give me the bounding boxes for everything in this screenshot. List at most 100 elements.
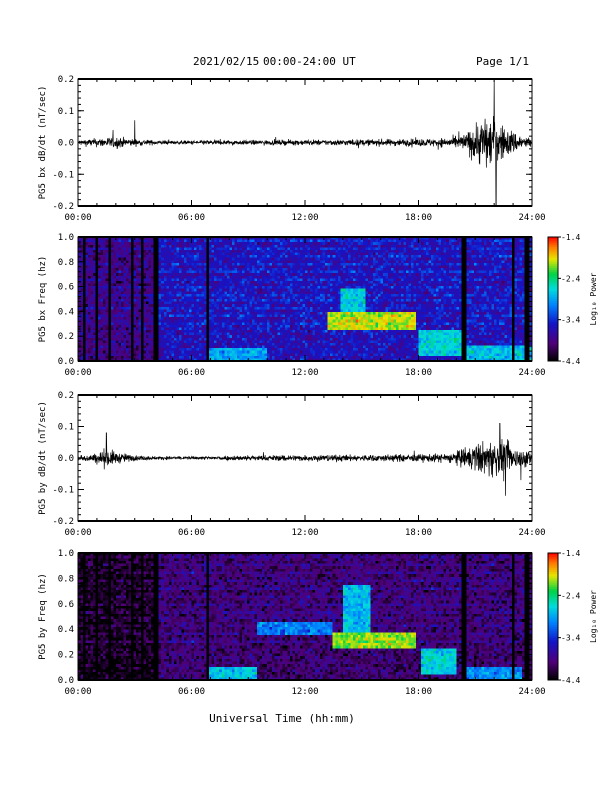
spectrogram-cell: [246, 355, 250, 359]
spectrogram-cell: [146, 288, 150, 292]
spectrogram-cell: [252, 299, 255, 302]
spectrogram-cell: [181, 257, 185, 261]
spectrogram-cell: [128, 317, 132, 321]
spectrogram-cell: [158, 237, 162, 240]
spectrogram-cell: [161, 306, 165, 310]
spectrogram-cell: [317, 306, 321, 310]
spectrogram-cell: [176, 335, 180, 339]
spectrogram-cell: [221, 299, 225, 302]
spectrogram-cell: [128, 242, 132, 246]
spectrogram-cell: [259, 283, 263, 287]
spectrogram-cell: [302, 262, 306, 266]
spectrogram-cell: [80, 273, 84, 277]
spectrogram-cell: [158, 340, 162, 344]
spectrogram-cell: [171, 260, 175, 264]
spectrogram-cell: [219, 291, 223, 295]
spectrogram-cell: [262, 317, 266, 321]
spectrogram-cell: [118, 244, 122, 248]
spectrogram-cell: [171, 265, 175, 269]
spectrogram-cell: [113, 268, 117, 271]
spectrogram-cell: [282, 340, 286, 344]
spectrogram-cell: [83, 255, 86, 259]
spectrogram-cell: [199, 242, 202, 246]
spectrogram-cell: [105, 283, 109, 287]
spectrogram-cell: [289, 288, 293, 292]
spectrogram-cell: [196, 237, 200, 240]
spectrogram-cell: [252, 337, 255, 341]
spectrogram-cell: [158, 262, 162, 266]
spectrogram-cell: [246, 273, 250, 277]
spectrogram-cell: [297, 348, 301, 352]
spectrogram-cell: [204, 311, 208, 315]
spectrogram-cell: [113, 327, 117, 331]
spectrogram-cell: [249, 355, 253, 359]
spectrogram-cell: [110, 273, 114, 277]
spectrogram-cell: [163, 306, 167, 310]
spectrogram-cell: [113, 293, 117, 297]
spectrogram-cell: [274, 335, 278, 339]
spectrogram-cell: [274, 270, 278, 274]
spectrogram-cell: [204, 306, 208, 310]
spectrogram-cell: [236, 342, 240, 346]
spectrogram-cell: [118, 278, 122, 282]
spectrogram-cell: [332, 283, 336, 287]
spectrogram-cell: [163, 317, 167, 321]
spectrogram-cell: [88, 299, 92, 302]
spectrogram-cell: [153, 355, 157, 359]
spectrogram-cell: [226, 249, 230, 253]
spectrogram-cell: [199, 299, 202, 302]
spectrogram-cell: [80, 249, 84, 253]
spectrogram-cell: [181, 255, 185, 259]
spectrogram-cell: [209, 317, 213, 321]
spectrogram-cell: [133, 288, 137, 292]
spectrogram-cell: [85, 268, 89, 271]
spectrogram-cell: [236, 237, 240, 240]
spectrogram-cell: [274, 237, 278, 240]
spectrogram-cell: [153, 242, 157, 246]
spectrogram-cell: [317, 265, 321, 269]
spectrogram-cell: [196, 296, 200, 300]
spectrogram-cell: [125, 337, 129, 341]
spectrogram-cell: [108, 244, 112, 248]
spectrogram-cell: [310, 299, 313, 302]
spectrogram-cell: [161, 257, 165, 261]
spectrogram-cell: [166, 239, 170, 243]
spectrogram-cell: [133, 317, 137, 321]
spectrogram-cell: [93, 311, 97, 315]
spectrogram-cell: [93, 327, 97, 331]
spectrogram-cell: [90, 319, 94, 323]
spectrogram-cell: [284, 301, 288, 305]
spectrogram-cell: [277, 337, 281, 341]
spectrogram-cell: [88, 244, 92, 248]
spectrogram-cell: [221, 244, 225, 248]
spectrogram-cell: [90, 324, 94, 328]
spectrogram-cell: [315, 286, 319, 290]
spectrogram-cell: [317, 255, 321, 259]
spectrogram-cell: [156, 244, 160, 248]
spectrogram-cell: [229, 283, 233, 287]
spectrogram-cell: [80, 306, 84, 310]
spectrogram-cell: [153, 311, 157, 315]
spectrogram-cell: [327, 358, 331, 362]
spectrogram-cell: [226, 273, 230, 277]
spectrogram-cell: [130, 322, 134, 326]
spectrogram-cell: [196, 257, 200, 261]
spectrogram-cell: [143, 342, 147, 346]
spectrogram-cell: [95, 286, 99, 290]
spectrogram-cell: [310, 314, 313, 318]
spectrogram-cell: [83, 350, 86, 354]
spectrogram-cell: [252, 358, 255, 362]
spectrogram-cell: [254, 296, 258, 300]
spectrogram-cell: [239, 273, 243, 277]
spectrogram-cell: [302, 350, 306, 354]
spectrogram-cell: [176, 358, 180, 362]
spectrogram-cell: [294, 255, 298, 259]
spectrogram-cell: [272, 247, 276, 251]
spectrogram-cell: [148, 291, 152, 295]
spectrogram-cell: [289, 335, 293, 339]
spectrogram-cell: [191, 257, 195, 261]
spectrogram-cell: [234, 322, 238, 326]
spectrogram-cell: [292, 324, 296, 328]
spectrogram-cell: [254, 358, 258, 362]
